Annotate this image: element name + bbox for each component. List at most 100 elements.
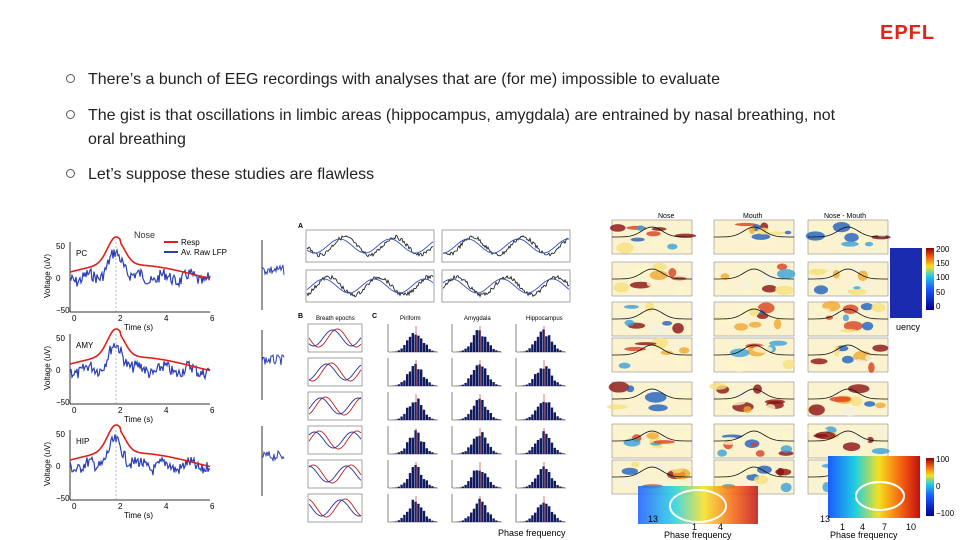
hist-bar bbox=[425, 378, 428, 386]
hist-bar bbox=[434, 487, 437, 488]
hist-bar bbox=[425, 448, 428, 454]
hist-bar bbox=[425, 516, 428, 522]
colorbar-tick: 0 bbox=[936, 302, 941, 311]
spectral-blob bbox=[671, 430, 692, 441]
hist-bar bbox=[556, 416, 559, 420]
heatmap-highlight bbox=[855, 481, 905, 511]
hist-bar bbox=[408, 336, 412, 352]
spectral-blob bbox=[877, 231, 887, 238]
hist-bar bbox=[400, 382, 403, 386]
spectral-blob bbox=[616, 242, 634, 254]
spectral-blob bbox=[850, 436, 870, 444]
ytick-label: 50 bbox=[56, 430, 65, 439]
overlay-trace bbox=[714, 344, 794, 356]
ytick-label: 0 bbox=[56, 366, 61, 375]
hist-bar bbox=[542, 466, 545, 488]
hist-bar bbox=[562, 453, 565, 454]
resp-trace bbox=[69, 328, 211, 372]
hist-bar bbox=[417, 503, 420, 522]
col-breath-epochs: Breath epochs bbox=[316, 316, 355, 322]
hist-bar bbox=[484, 406, 487, 420]
hist-bar bbox=[495, 418, 498, 420]
spectral-blob bbox=[776, 263, 788, 271]
spectral-blob bbox=[761, 272, 778, 284]
hist-bar bbox=[531, 515, 534, 522]
hist-bar bbox=[470, 477, 473, 488]
overlay-trace bbox=[714, 388, 794, 400]
hist-bar bbox=[492, 382, 495, 386]
spectral-blob bbox=[626, 385, 635, 393]
trace-fragment bbox=[261, 449, 285, 463]
spectral-blob bbox=[677, 392, 690, 397]
colorbar-tick: 150 bbox=[936, 259, 950, 268]
resp-trace bbox=[306, 278, 434, 294]
hist-bar bbox=[467, 414, 470, 420]
hist-bar bbox=[531, 344, 534, 352]
hist-bar bbox=[545, 433, 548, 454]
hist-bar bbox=[408, 508, 412, 522]
spectral-blob bbox=[634, 342, 657, 346]
spectral-blob bbox=[766, 228, 775, 233]
spectral-blob bbox=[775, 285, 795, 296]
hist-bar bbox=[536, 439, 540, 454]
spectral-blob bbox=[733, 390, 752, 399]
bullet-text: The gist is that oscillations in limbic … bbox=[88, 107, 836, 148]
xtick-label: 0 bbox=[72, 502, 77, 511]
spectral-blob bbox=[871, 447, 890, 455]
hist-bar bbox=[550, 478, 554, 488]
hist-bar bbox=[562, 351, 565, 352]
spectral-blob bbox=[847, 288, 867, 295]
hist-bar bbox=[403, 380, 406, 386]
hist-bar bbox=[556, 450, 559, 454]
bullet-item: Let’s suppose these studies are flawless bbox=[66, 163, 374, 187]
hist-bar bbox=[464, 518, 467, 522]
hist-bar bbox=[475, 330, 478, 352]
spectral-blob bbox=[674, 408, 689, 412]
hist-bar bbox=[425, 480, 428, 488]
breath-plot bbox=[307, 425, 363, 455]
spectral-blob bbox=[784, 230, 792, 235]
hist-bar bbox=[414, 501, 417, 522]
hist-bar bbox=[431, 418, 434, 420]
spectral-blob bbox=[723, 398, 746, 406]
spectral-blob bbox=[782, 359, 795, 370]
axis-label-fragment: uency bbox=[896, 322, 921, 332]
ytick-label: 50 bbox=[56, 334, 65, 343]
hist-bar bbox=[481, 432, 484, 454]
spectrogram-cell bbox=[609, 219, 697, 255]
hist-bar bbox=[536, 507, 540, 522]
spectral-blob bbox=[813, 225, 834, 232]
spectrogram-cell bbox=[807, 300, 889, 337]
spectral-blob bbox=[852, 266, 866, 271]
hist-bar bbox=[478, 470, 481, 488]
spectral-blob bbox=[613, 282, 630, 293]
hist-bar bbox=[495, 350, 498, 352]
spectrogram-cell bbox=[713, 423, 795, 459]
colorbar2-tick: 0 bbox=[936, 482, 941, 491]
spectral-blob bbox=[756, 313, 769, 319]
hist-bar bbox=[522, 351, 526, 352]
spectrogram-cell bbox=[713, 301, 795, 337]
hist-bar bbox=[539, 504, 542, 522]
partial-figure-strip bbox=[261, 240, 285, 496]
spectral-blob bbox=[734, 323, 749, 331]
hist-bar bbox=[486, 341, 490, 352]
spectral-blob bbox=[636, 225, 645, 231]
overlay-trace bbox=[612, 466, 692, 478]
spectral-blob bbox=[813, 285, 829, 295]
hist-bar bbox=[414, 465, 417, 488]
hist-bar bbox=[495, 452, 498, 454]
hist-bar bbox=[545, 402, 548, 420]
hist-bar bbox=[467, 378, 470, 386]
spectral-blob bbox=[840, 328, 857, 333]
spectral-blob bbox=[842, 314, 849, 322]
raw-trace bbox=[442, 274, 570, 298]
spectral-blob bbox=[876, 426, 885, 436]
hist-bar bbox=[420, 474, 423, 488]
middle-panels bbox=[305, 229, 571, 523]
hist-bar bbox=[467, 447, 470, 454]
x-axis-label: Time (s) bbox=[124, 511, 153, 520]
hist-bar bbox=[486, 443, 490, 454]
hist-bar bbox=[481, 336, 484, 352]
